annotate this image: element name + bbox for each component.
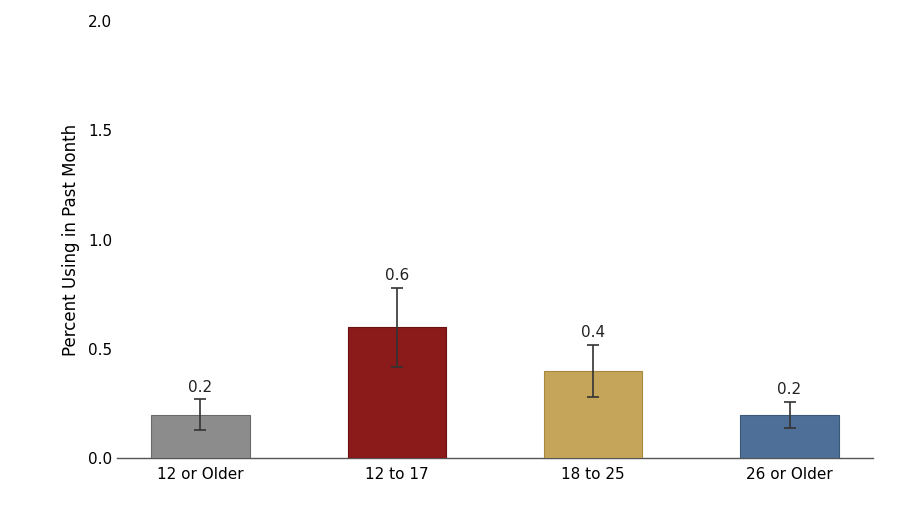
Text: 0.6: 0.6 [384,268,409,283]
Y-axis label: Percent Using in Past Month: Percent Using in Past Month [62,123,80,356]
Text: 0.2: 0.2 [778,382,802,397]
Text: 0.4: 0.4 [581,325,605,340]
Bar [151,415,249,458]
Bar [347,327,446,458]
Bar [544,371,643,458]
Text: 0.2: 0.2 [188,380,212,394]
Bar [741,415,839,458]
